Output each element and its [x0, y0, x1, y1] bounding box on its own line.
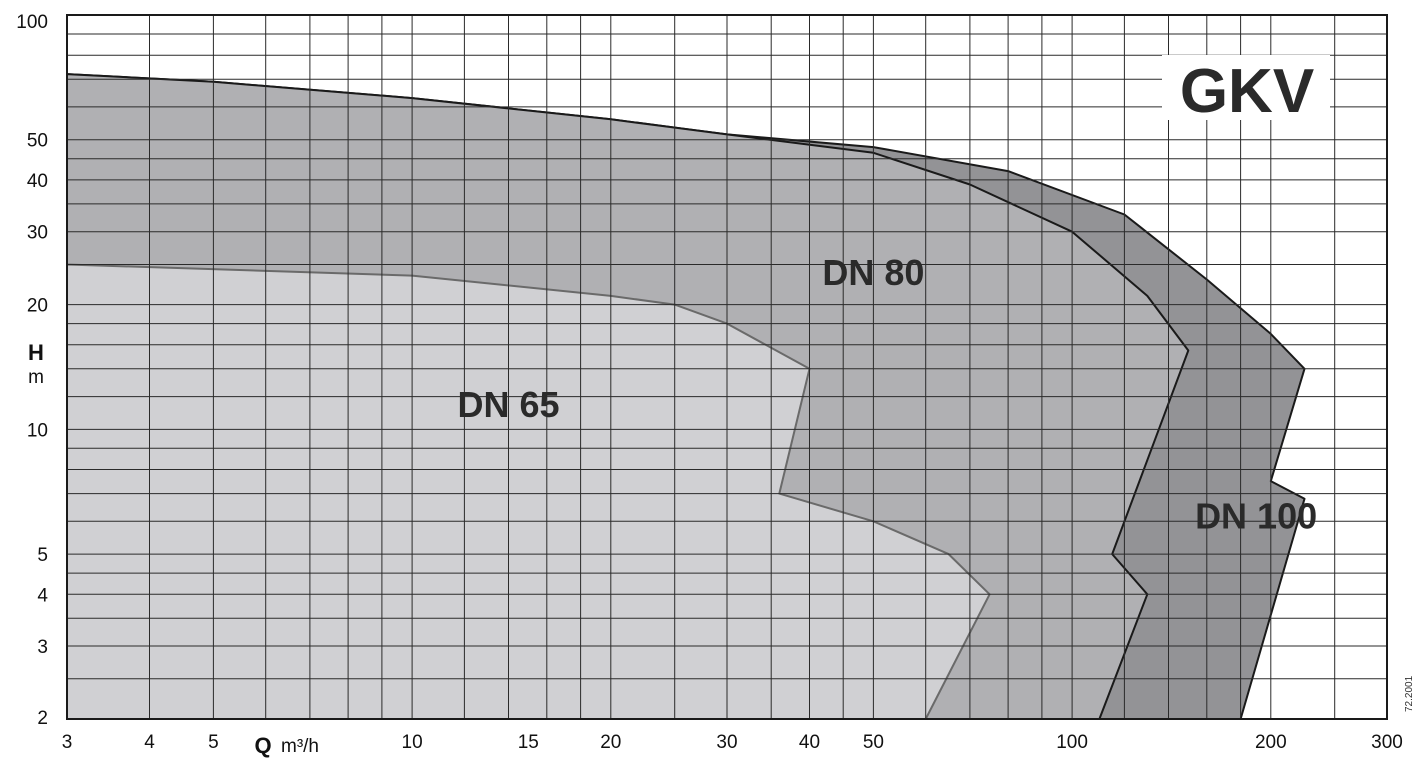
plot-frame [66, 14, 1388, 720]
y-tick-label: 5 [37, 545, 48, 566]
x-tick-label: 30 [716, 732, 737, 753]
y-tick-label: 3 [37, 637, 48, 658]
y-tick-label: 30 [27, 223, 48, 244]
x-tick-label: 100 [1056, 732, 1088, 753]
x-tick-labels: 3 4 5 10 15 20 30 40 50 100 200 300 [62, 732, 1403, 753]
x-tick-label: 15 [518, 732, 539, 753]
figure-code: 72.2001 [1404, 675, 1415, 712]
x-tick-label: 200 [1255, 732, 1287, 753]
title-box [1162, 55, 1330, 120]
performance-areas [66, 73, 1306, 720]
y-tick-label: 4 [37, 585, 48, 606]
x-axis-label: Q [254, 733, 271, 758]
x-tick-label: 5 [208, 732, 219, 753]
y-tick-label: 2 [37, 708, 48, 729]
y-tick-label: 10 [27, 420, 48, 441]
region-label-dn-100: DN 100 [1195, 495, 1317, 536]
y-tick-label: 20 [27, 296, 48, 317]
x-tick-label: 20 [600, 732, 621, 753]
y-tick-label: 40 [27, 171, 48, 192]
y-tick-labels: 2 3 4 5 10 20 30 40 50 100 [16, 12, 48, 729]
x-tick-label: 300 [1371, 732, 1403, 753]
chart-title: GKV [1180, 57, 1314, 126]
x-axis-unit: m³/h [281, 736, 319, 757]
x-tick-label: 3 [62, 732, 73, 753]
region-label-dn-80: DN 80 [822, 252, 924, 293]
y-axis-label: H [28, 340, 44, 365]
x-tick-label: 4 [144, 732, 155, 753]
y-axis-unit: m [28, 367, 44, 388]
region-label-dn-65: DN 65 [457, 384, 559, 425]
x-tick-label: 50 [863, 732, 884, 753]
region-labels: DN 65 DN 80 DN 100 [457, 252, 1317, 537]
x-tick-label: 40 [799, 732, 820, 753]
y-tick-label: 50 [27, 131, 48, 152]
y-tick-label: 100 [16, 12, 48, 33]
x-tick-label: 10 [402, 732, 423, 753]
